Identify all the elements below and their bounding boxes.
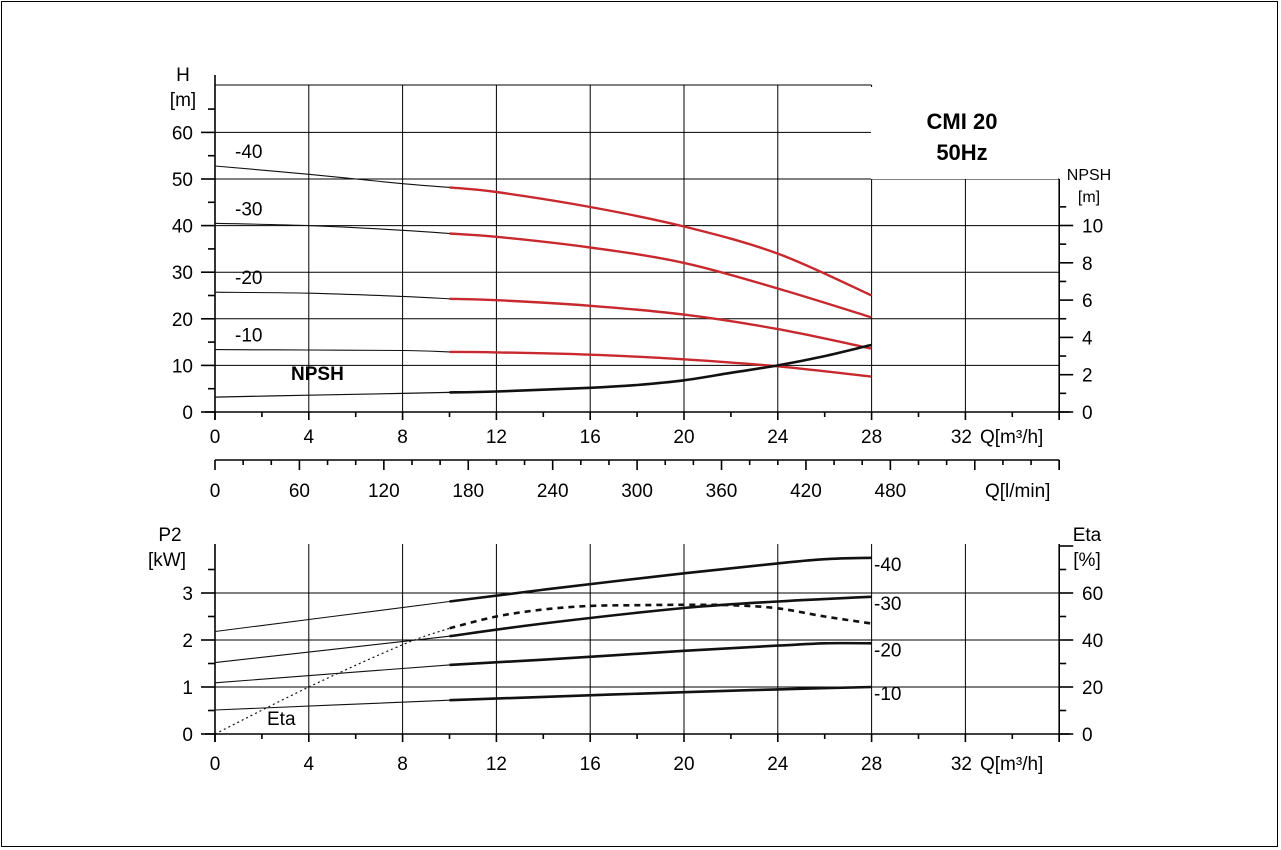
top-y-right-tick-label: 6 xyxy=(1082,291,1093,312)
bottom-x-tick-label: 32 xyxy=(951,754,972,775)
top-x-tick-label: 20 xyxy=(673,427,694,448)
top-y-left-tick-label: 0 xyxy=(182,403,193,424)
head-curve-label: -40 xyxy=(235,142,262,163)
bottom-y-right-tick-label: 60 xyxy=(1082,584,1103,605)
bottom-y-right-tick-label: 40 xyxy=(1082,631,1103,652)
power-curve-label: -20 xyxy=(874,640,901,661)
head-curve-thin xyxy=(214,222,450,235)
head-curve-minus20 xyxy=(449,297,872,350)
power-curve-thin xyxy=(214,600,450,633)
npsh-curve-thin xyxy=(214,391,450,398)
bottom-y-left-tick-label: 3 xyxy=(182,584,193,605)
bottom-y-right-label-2: [%] xyxy=(1073,550,1100,571)
top-x-tick-label: 28 xyxy=(861,427,882,448)
top-y-left-label-1: H xyxy=(176,65,190,86)
npsh-curve-label: NPSH xyxy=(291,364,344,385)
title-line-2: 50Hz xyxy=(936,140,987,165)
lmin-tick-label: 360 xyxy=(706,481,738,502)
head-curve-label: -30 xyxy=(235,199,262,220)
top-y-right-tick-label: 4 xyxy=(1082,328,1093,349)
head-curve-thin xyxy=(214,165,450,188)
top-x-tick-label: 12 xyxy=(486,427,507,448)
top-y-right-label-2: [m] xyxy=(1078,189,1100,206)
lmin-tick-label: 420 xyxy=(790,481,822,502)
bottom-x-tick-label: 28 xyxy=(861,754,882,775)
top-x-tick-label: 32 xyxy=(951,427,972,448)
power-curve-label: -40 xyxy=(874,555,901,576)
power-curve-thin xyxy=(214,635,450,664)
bottom-x-tick-label: 0 xyxy=(210,754,221,775)
lmin-tick-label: 0 xyxy=(210,481,221,502)
head-curve-minus30 xyxy=(449,232,872,319)
top-y-left-tick-label: 50 xyxy=(172,170,193,191)
top-y-right-label-1: NPSH xyxy=(1067,167,1111,184)
top-x-tick-label: 24 xyxy=(767,427,789,448)
bottom-chart-series: -40 -30 -20 -10 xyxy=(214,555,901,735)
title-box xyxy=(871,87,1058,179)
head-curve-minus40 xyxy=(449,186,873,297)
lmin-x-label: Q[l/min] xyxy=(985,481,1050,502)
power-curve-label: -10 xyxy=(874,684,901,705)
power-curve-label: -30 xyxy=(874,594,901,615)
bottom-y-left-tick-label: 0 xyxy=(182,725,193,746)
power-curve-minus40 xyxy=(449,556,872,603)
top-y-left-tick-label: 10 xyxy=(172,356,193,377)
power-curve-minus10 xyxy=(449,685,872,702)
bottom-y-left-tick-label: 2 xyxy=(182,631,193,652)
lmin-tick-label: 240 xyxy=(537,481,569,502)
power-curve-minus30 xyxy=(449,595,872,638)
bottom-x-tick-label: 12 xyxy=(486,754,507,775)
top-x-tick-label: 8 xyxy=(397,427,408,448)
eta-curve xyxy=(449,603,872,630)
eta-curve-label: Eta xyxy=(267,709,296,730)
top-y-right-tick-label: 0 xyxy=(1082,403,1093,424)
bottom-y-left-label-2: [kW] xyxy=(148,550,186,571)
bottom-y-right-tick-label: 0 xyxy=(1082,725,1093,746)
bottom-x-tick-label: 20 xyxy=(673,754,694,775)
lmin-tick-label: 120 xyxy=(368,481,400,502)
bottom-x-tick-label: 4 xyxy=(304,754,315,775)
bottom-y-left-label-1: P2 xyxy=(158,525,181,546)
top-y-left-tick-label: 30 xyxy=(172,263,193,284)
top-y-left-tick-label: 60 xyxy=(172,123,193,144)
bottom-y-left-tick-label: 1 xyxy=(182,678,193,699)
title-line-1: CMI 20 xyxy=(927,109,998,134)
lmin-tick-label: 180 xyxy=(452,481,484,502)
bottom-x-tick-label: 8 xyxy=(397,754,408,775)
power-curve-thin xyxy=(214,699,450,711)
top-y-left-tick-label: 40 xyxy=(172,217,193,238)
head-curve-label: -20 xyxy=(235,268,262,289)
npsh-curve xyxy=(449,343,872,394)
bottom-x-tick-label: 16 xyxy=(580,754,601,775)
lmin-tick-label: 60 xyxy=(289,481,310,502)
bottom-y-right-tick-label: 20 xyxy=(1082,678,1103,699)
top-y-right-tick-label: 10 xyxy=(1082,217,1103,238)
eta-curve-thin xyxy=(214,627,450,735)
head-curve-thin xyxy=(214,291,450,300)
head-curve-thin xyxy=(214,349,450,353)
top-y-left-label-2: [m] xyxy=(170,90,196,111)
bottom-x-tick-label: 24 xyxy=(767,754,789,775)
power-curve-minus20 xyxy=(449,641,872,667)
power-curve-thin xyxy=(214,664,450,684)
bottom-x-label: Q[m³/h] xyxy=(980,754,1043,775)
top-y-right-tick-label: 2 xyxy=(1082,366,1093,387)
top-x-tick-label: 4 xyxy=(304,427,315,448)
top-x-label: Q[m³/h] xyxy=(980,427,1043,448)
top-x-tick-label: 0 xyxy=(210,427,221,448)
top-y-right-tick-label: 8 xyxy=(1082,254,1093,275)
bottom-y-right-label-1: Eta xyxy=(1073,525,1102,546)
top-y-left-tick-label: 20 xyxy=(172,310,193,331)
head-curve-minus10 xyxy=(449,350,872,378)
top-x-tick-label: 16 xyxy=(580,427,601,448)
top-chart-series: -40 -30 -20 -10 xyxy=(214,142,873,398)
lmin-tick-label: 300 xyxy=(621,481,653,502)
head-curve-label: -10 xyxy=(235,326,262,347)
lmin-tick-label: 480 xyxy=(875,481,907,502)
